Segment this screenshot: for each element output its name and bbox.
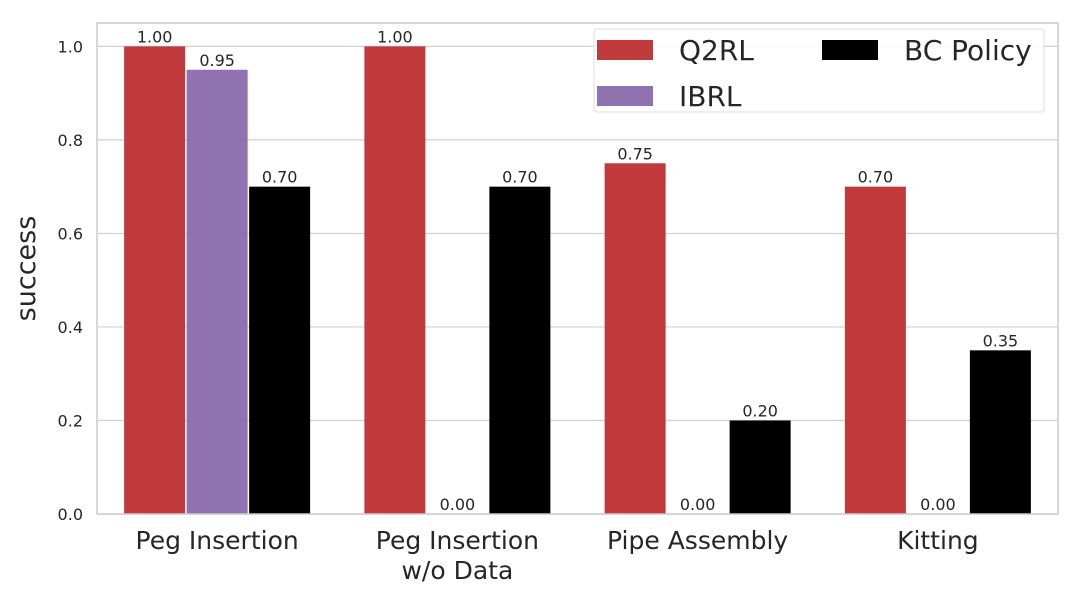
y-tick-label: 1.0 xyxy=(58,37,83,56)
bar-q2rl xyxy=(364,46,426,514)
bar-q2rl xyxy=(124,46,186,514)
bar-ibrl xyxy=(186,69,248,514)
legend-swatch xyxy=(597,86,653,106)
x-tick-label: Peg Insertion xyxy=(136,526,299,555)
data-label: 1.00 xyxy=(377,27,413,46)
data-label: 0.00 xyxy=(920,495,956,514)
legend-swatch xyxy=(597,40,653,60)
data-label: 0.70 xyxy=(262,168,298,187)
bar-bc-policy xyxy=(969,350,1031,514)
bar-q2rl xyxy=(844,186,906,514)
data-labels: 1.00 0.95 0.70 1.00 0.00 0.70 0.75 0.00 0.20 0.70… xyxy=(137,27,1018,514)
x-tick-label: Kitting xyxy=(897,526,979,555)
data-label: 0.75 xyxy=(617,144,653,163)
y-tick-label: 0.8 xyxy=(58,131,83,150)
x-axis-ticks: Peg Insertion Peg Insertion w/o Data Pipe A… xyxy=(136,526,979,585)
bar-bc-policy xyxy=(249,186,311,514)
y-tick-label: 0.0 xyxy=(58,505,83,524)
y-tick-label: 0.6 xyxy=(58,224,83,243)
data-label: 0.20 xyxy=(742,401,778,420)
x-tick-label: Peg Insertion w/o Data xyxy=(376,526,539,585)
data-label: 0.70 xyxy=(502,168,538,187)
legend: Q2RL BC Policy IBRL xyxy=(593,28,1045,113)
data-label: 0.70 xyxy=(858,168,894,187)
y-axis-label: success xyxy=(11,216,42,322)
data-label: 0.35 xyxy=(983,331,1019,350)
legend-entry: BC Policy xyxy=(904,34,1032,67)
data-label: 1.00 xyxy=(137,27,173,46)
legend-box xyxy=(593,28,1045,113)
legend-swatch xyxy=(822,40,878,60)
y-tick-label: 0.4 xyxy=(58,318,83,337)
data-label: 0.95 xyxy=(199,51,235,70)
y-axis-ticks: 0.0 0.2 0.4 0.6 0.8 1.0 xyxy=(58,37,83,524)
bar-bc-policy xyxy=(489,186,551,514)
bar-bc-policy xyxy=(729,420,791,514)
bars xyxy=(124,46,1031,515)
legend-entry: IBRL xyxy=(679,80,742,113)
y-tick-label: 0.2 xyxy=(58,411,83,430)
plot-frame xyxy=(96,22,1059,515)
legend-entry: Q2RL xyxy=(679,34,754,67)
data-label: 0.00 xyxy=(680,495,716,514)
x-tick-label: Pipe Assembly xyxy=(607,526,788,555)
data-label: 0.00 xyxy=(440,495,476,514)
bar-q2rl xyxy=(604,163,666,515)
